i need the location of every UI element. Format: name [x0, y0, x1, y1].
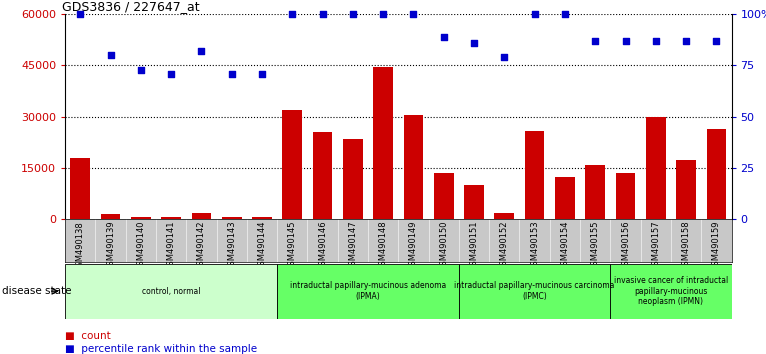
Bar	[464, 185, 484, 219]
Point	[104, 52, 116, 58]
Bar	[131, 217, 151, 219]
Bar	[706, 129, 726, 219]
Text: invasive cancer of intraductal
papillary-mucinous
neoplasm (IPMN): invasive cancer of intraductal papillary…	[614, 276, 728, 306]
Bar	[404, 115, 424, 219]
Bar	[313, 132, 332, 219]
Text: ■  count: ■ count	[65, 331, 111, 341]
Text: GSM490155: GSM490155	[591, 221, 600, 271]
Text: GSM490143: GSM490143	[228, 221, 236, 272]
Text: GSM490154: GSM490154	[561, 221, 569, 271]
Point	[347, 11, 359, 17]
Text: GSM490157: GSM490157	[651, 221, 660, 272]
Text: intraductal papillary-mucinous carcinoma
(IPMC): intraductal papillary-mucinous carcinoma…	[454, 281, 615, 301]
Point	[195, 48, 208, 54]
Text: GSM490138: GSM490138	[76, 221, 85, 272]
Text: GSM490148: GSM490148	[378, 221, 388, 272]
Text: GSM490150: GSM490150	[439, 221, 448, 271]
Point	[589, 38, 601, 44]
Point	[74, 11, 87, 17]
Point	[558, 11, 571, 17]
Bar	[434, 173, 453, 219]
Text: GSM490149: GSM490149	[409, 221, 418, 271]
Text: GSM490151: GSM490151	[470, 221, 479, 271]
Text: GDS3836 / 227647_at: GDS3836 / 227647_at	[62, 0, 199, 13]
Text: ■  percentile rank within the sample: ■ percentile rank within the sample	[65, 344, 257, 354]
Point	[468, 40, 480, 46]
Text: control, normal: control, normal	[142, 287, 201, 296]
Bar	[611, 264, 732, 319]
Bar	[616, 173, 635, 219]
Text: GSM490139: GSM490139	[106, 221, 115, 272]
Point	[498, 55, 510, 60]
Point	[710, 38, 722, 44]
Point	[256, 71, 268, 76]
Bar	[373, 67, 393, 219]
Bar	[283, 110, 302, 219]
Bar	[192, 213, 211, 219]
Text: GSM490159: GSM490159	[712, 221, 721, 271]
Bar	[277, 264, 459, 319]
Text: intraductal papillary-mucinous adenoma
(IPMA): intraductal papillary-mucinous adenoma (…	[290, 281, 446, 301]
Text: GSM490158: GSM490158	[682, 221, 691, 272]
Point	[316, 11, 329, 17]
Point	[377, 11, 389, 17]
Text: GSM490141: GSM490141	[167, 221, 175, 271]
Point	[225, 71, 237, 76]
Bar	[525, 131, 545, 219]
Text: GSM490156: GSM490156	[621, 221, 630, 272]
Text: GSM490146: GSM490146	[318, 221, 327, 272]
Bar	[343, 139, 363, 219]
Point	[408, 11, 420, 17]
Bar	[555, 177, 574, 219]
Text: GSM490153: GSM490153	[530, 221, 539, 272]
Bar	[252, 217, 272, 219]
Text: disease state: disease state	[2, 286, 71, 296]
Point	[680, 38, 692, 44]
Bar	[459, 264, 611, 319]
Bar	[100, 214, 120, 219]
Text: GSM490147: GSM490147	[349, 221, 358, 272]
Bar	[222, 217, 241, 219]
Text: GSM490152: GSM490152	[500, 221, 509, 271]
Bar	[65, 264, 277, 319]
Bar	[70, 158, 90, 219]
Point	[650, 38, 662, 44]
Text: GSM490145: GSM490145	[288, 221, 296, 271]
Point	[437, 34, 450, 40]
Bar	[676, 160, 696, 219]
Point	[165, 71, 177, 76]
Point	[620, 38, 632, 44]
Bar	[495, 213, 514, 219]
Bar	[585, 165, 605, 219]
Text: GSM490144: GSM490144	[257, 221, 267, 271]
Text: GSM490142: GSM490142	[197, 221, 206, 271]
Point	[529, 11, 541, 17]
Bar	[646, 117, 666, 219]
Bar	[162, 217, 181, 219]
Text: GSM490140: GSM490140	[136, 221, 146, 271]
Point	[286, 11, 299, 17]
Point	[135, 67, 147, 73]
